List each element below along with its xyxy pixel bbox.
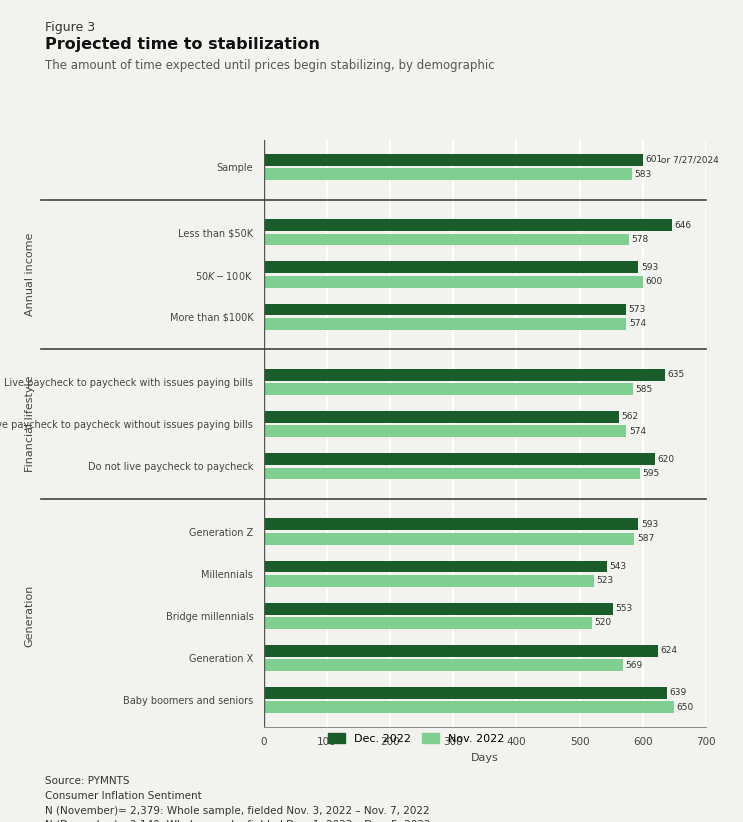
Bar: [264, 303, 626, 316]
Text: 601: 601: [646, 155, 663, 164]
Text: 574: 574: [629, 427, 646, 436]
Bar: [264, 233, 629, 246]
Bar: [264, 575, 594, 587]
Bar: [264, 561, 607, 572]
Text: 583: 583: [635, 170, 652, 179]
Bar: [264, 411, 619, 423]
Text: 553: 553: [615, 604, 633, 613]
Text: Generation: Generation: [25, 584, 35, 647]
Bar: [264, 219, 672, 231]
Bar: [264, 468, 640, 479]
Text: N (November)= 2,379: Whole sample, fielded Nov. 3, 2022 – Nov. 7, 2022: N (November)= 2,379: Whole sample, field…: [45, 806, 429, 815]
Text: 573: 573: [628, 305, 646, 314]
Bar: [264, 687, 667, 699]
Legend: Dec. 2022, Nov. 2022: Dec. 2022, Nov. 2022: [324, 728, 508, 748]
Text: 578: 578: [632, 235, 649, 244]
Text: or 7/27/2024: or 7/27/2024: [658, 155, 719, 164]
Bar: [264, 659, 623, 671]
Text: 646: 646: [675, 221, 692, 230]
Bar: [264, 603, 613, 615]
Text: 585: 585: [636, 385, 653, 394]
Bar: [264, 318, 626, 330]
Text: Financial lifestyle: Financial lifestyle: [25, 376, 35, 473]
Bar: [264, 276, 643, 288]
Text: 635: 635: [667, 371, 684, 379]
Text: 620: 620: [658, 455, 675, 464]
Bar: [264, 169, 632, 180]
Text: Projected time to stabilization: Projected time to stabilization: [45, 37, 319, 52]
Text: 523: 523: [597, 576, 614, 585]
Text: 574: 574: [629, 320, 646, 328]
Text: 650: 650: [677, 703, 694, 712]
Text: 543: 543: [609, 562, 626, 571]
Bar: [264, 261, 638, 273]
Text: The amount of time expected until prices begin stabilizing, by demographic: The amount of time expected until prices…: [45, 59, 494, 72]
Text: 569: 569: [626, 661, 643, 670]
Text: Source: PYMNTS: Source: PYMNTS: [45, 776, 129, 786]
Text: 587: 587: [637, 534, 655, 543]
Bar: [264, 369, 665, 381]
Bar: [264, 617, 592, 629]
Text: Consumer Inflation Sentiment: Consumer Inflation Sentiment: [45, 791, 201, 801]
Text: Figure 3: Figure 3: [45, 21, 94, 34]
Bar: [264, 154, 643, 166]
X-axis label: Days: Days: [471, 753, 499, 763]
Bar: [264, 383, 633, 395]
Text: 562: 562: [621, 413, 638, 422]
Bar: [264, 701, 675, 713]
Text: 593: 593: [640, 520, 658, 529]
Text: N (December)= 2,140: Whole sample, fielded Dec. 1, 2022 – Dec. 5, 2022: N (December)= 2,140: Whole sample, field…: [45, 820, 430, 822]
Text: 593: 593: [640, 263, 658, 272]
Text: 624: 624: [661, 646, 678, 655]
Text: 600: 600: [645, 277, 663, 286]
Bar: [264, 533, 635, 545]
Bar: [264, 645, 658, 657]
Text: 520: 520: [594, 618, 611, 627]
Bar: [264, 453, 655, 465]
Text: Annual income: Annual income: [25, 233, 35, 316]
Bar: [264, 519, 638, 530]
Text: 595: 595: [642, 469, 659, 478]
Text: 639: 639: [670, 688, 687, 697]
Bar: [264, 426, 626, 437]
